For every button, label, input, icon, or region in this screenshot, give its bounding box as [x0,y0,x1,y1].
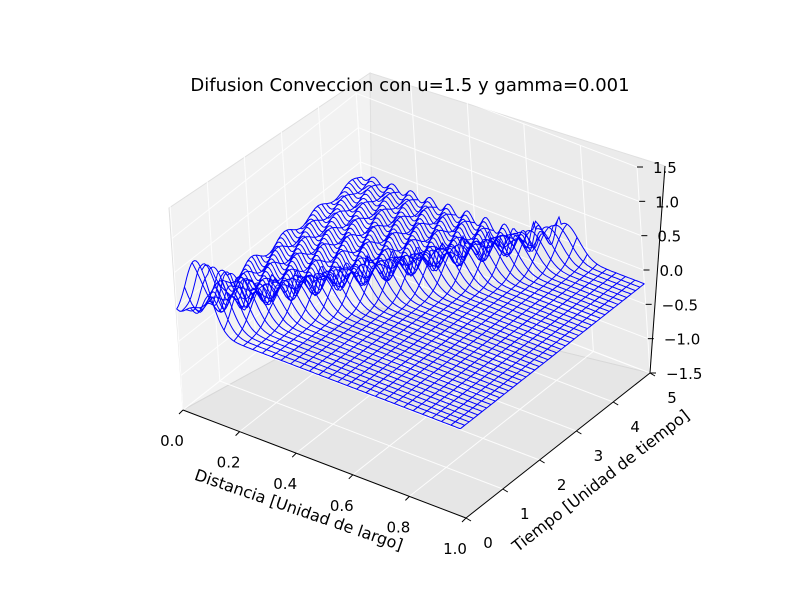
grid-line-z [174,127,642,274]
grid-line-z [169,58,638,205]
surface-wireframe [176,176,645,430]
grid-line-z [171,92,640,239]
surface-distance-line [375,219,558,397]
x-tick-label: 0.4 [273,475,297,493]
z-tick-label: 1.0 [655,193,679,211]
surface-distance-line [201,184,391,308]
grid-line-z [180,230,649,377]
x-tick-mark [405,496,410,501]
surface-distance-line [365,220,551,394]
surface-distance-line [412,263,598,412]
y-axis-ticks: 0 1 2 3 4 5 [465,372,677,552]
x-tick-label: 0.8 [386,518,410,536]
grid-line-z [176,161,644,308]
z-tick-label: −0.5 [662,296,698,314]
surface-distance-line [422,268,607,415]
x-tick-mark [235,431,240,436]
z-tick-label: 1.5 [653,159,677,177]
x-tick-label: 0.0 [160,432,184,450]
z-tick-label: −1.0 [664,331,700,349]
y-tick-mark [612,401,619,406]
surface-distance-line [393,237,578,404]
surface-distance-line [252,206,438,350]
x-tick-mark [348,474,354,480]
z-axis-ticks: 1.5 1.0 0.5 0.0 −0.5 −1.0 −1.5 [637,159,702,383]
y-tick-mark [539,459,545,464]
z-tick-label: 0.5 [657,228,681,246]
surface-distance-line [280,211,466,361]
surface-distance-line [327,234,513,379]
x-tick-label: 0.2 [217,454,241,472]
y-tick-label: 1 [520,505,530,523]
x-tick-label: 1.0 [443,540,467,558]
surface-distance-line [309,227,494,372]
x-tick-mark [178,409,184,415]
y-tick-label: 5 [667,389,677,407]
x-tick-mark [291,452,297,458]
surface-distance-line [243,198,428,347]
y-tick-label: 4 [630,418,640,436]
surface-distance-line [261,204,447,354]
surface-distance-line [346,236,532,386]
surface-distance-line [450,279,636,426]
x-tick-mark [461,517,467,523]
z-tick-label: 0.0 [660,262,684,280]
surface-distance-line [431,272,617,419]
surface-distance-line [441,276,626,422]
y-tick-label: 0 [483,534,493,552]
surface-distance-line [384,223,568,401]
y-tick-mark [576,430,582,435]
surface-distance-line [356,232,541,390]
y-axis-line [465,372,651,519]
surface-distance-line [290,220,475,365]
surface-distance-line [403,253,588,408]
surface-distance-line [318,224,504,376]
x-axis-ticks: 0.0 0.2 0.4 0.6 0.8 1.0 [160,409,467,558]
surface-distance-line [337,231,522,383]
surface-distance-line [212,191,400,305]
surface-distance-line [183,177,372,312]
surface-distance-line [191,184,381,313]
surface-distance-line [271,213,456,358]
y-tick-label: 2 [557,476,567,494]
y-tick-mark [465,517,472,522]
surface-distance-line [176,176,362,312]
z-tick-label: −1.5 [666,365,702,383]
y-tick-mark [502,488,509,493]
y-tick-label: 3 [594,447,604,465]
surface-distance-line [233,199,419,342]
surface-distance-line [460,283,645,430]
surface-distance-line [223,191,409,331]
x-axis-line [182,409,467,519]
surface-distance-line [299,218,485,368]
chart-title: Difusion Conveccion con u=1.5 y gamma=0.… [190,75,629,96]
x-tick-label: 0.6 [330,497,354,515]
